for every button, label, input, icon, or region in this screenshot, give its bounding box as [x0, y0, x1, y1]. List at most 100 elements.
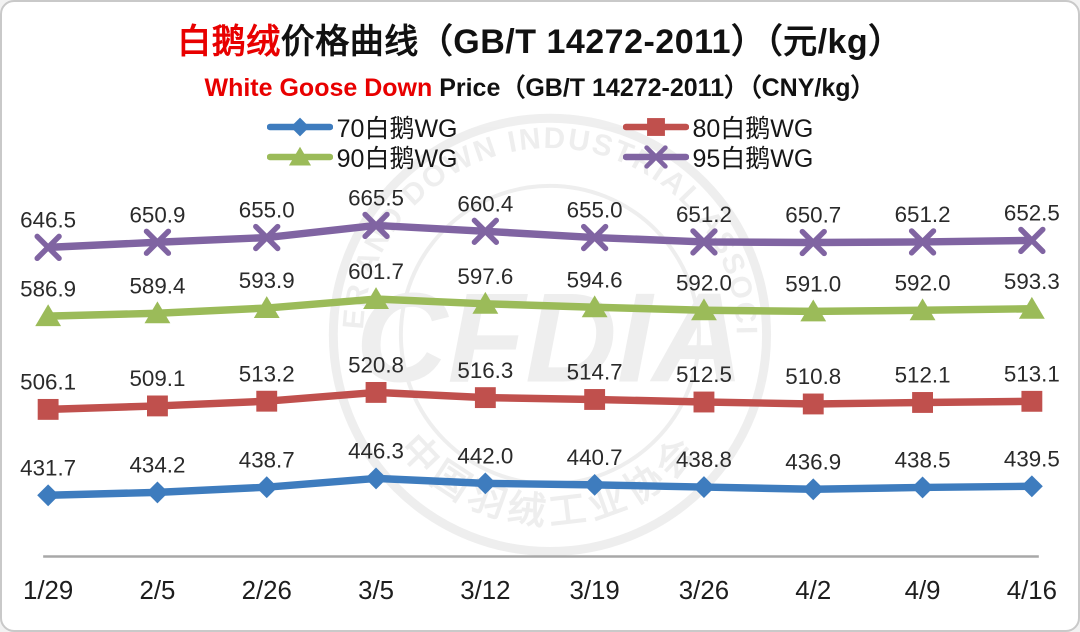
data-point-label: 586.9	[20, 276, 76, 301]
series-line	[44, 388, 1036, 414]
data-point-label: 510.8	[785, 364, 841, 389]
x-axis-label: 3/26	[679, 577, 729, 605]
x-axis-label: 2/26	[242, 577, 292, 605]
square-marker-icon	[1021, 390, 1043, 412]
data-point-label: 431.7	[20, 455, 76, 480]
square-marker-icon	[693, 391, 715, 413]
x-axis-label: 4/2	[795, 577, 831, 605]
legend-label: 70白鹅WG	[336, 114, 458, 143]
data-point-label: 593.3	[1004, 269, 1060, 294]
x-axis-label: 3/19	[570, 577, 620, 605]
x-marker-icon	[253, 223, 281, 252]
square-marker-icon	[912, 392, 933, 413]
square-marker-icon	[37, 398, 59, 420]
legend-key-icon	[622, 144, 689, 169]
diamond-marker-icon	[693, 476, 715, 499]
triangle-marker-icon	[909, 298, 936, 321]
triangle-marker-icon	[1018, 296, 1045, 319]
data-point-label: 512.1	[895, 363, 951, 388]
x-marker-icon	[143, 228, 172, 256]
x-marker-icon	[690, 228, 718, 256]
diamond-marker-icon	[37, 484, 60, 507]
data-point-label: 601.7	[348, 259, 404, 284]
data-point-label: 655.0	[239, 198, 295, 223]
legend-item-95白鹅WG: 95白鹅WG	[622, 142, 813, 173]
data-point-label: 512.5	[676, 362, 732, 387]
x-marker-icon	[799, 228, 827, 257]
data-point-label: 660.4	[457, 191, 513, 216]
triangle-marker-icon	[472, 291, 499, 314]
diamond-marker-icon	[146, 481, 169, 504]
legend-item-90白鹅WG: 90白鹅WG	[266, 142, 458, 173]
legend-item-70白鹅WG: 70白鹅WG	[266, 112, 458, 143]
data-point-label: 438.5	[895, 448, 951, 473]
x-marker-icon	[471, 217, 500, 245]
x-marker-icon	[580, 223, 609, 252]
data-point-label: 516.3	[457, 358, 513, 383]
triangle-marker-icon	[691, 298, 717, 321]
data-point-label: 591.0	[785, 272, 841, 297]
data-point-label: 650.7	[785, 203, 841, 228]
data-point-label: 592.0	[895, 270, 951, 295]
legend-label: 90白鹅WG	[336, 144, 458, 173]
data-point-label: 655.0	[567, 198, 623, 223]
data-point-label: 514.7	[567, 360, 623, 385]
square-marker-icon	[147, 395, 168, 417]
x-axis-label: 3/12	[460, 577, 510, 605]
x-marker-icon	[643, 144, 668, 169]
data-point-label: 593.9	[239, 268, 295, 293]
triangle-marker-icon	[581, 295, 608, 318]
data-point-label: 436.9	[785, 449, 841, 474]
title-rest: 价格曲线（GB/T 14272-2011）（元/kg）	[280, 23, 903, 61]
series-95白鹅WG: 646.5 650.9 655.0 665.5 660.4 655.0 651.2 650.7…	[20, 186, 1060, 262]
data-point-label: 438.7	[239, 447, 295, 472]
square-marker-icon	[584, 389, 606, 410]
x-marker-icon	[908, 228, 937, 256]
series-line	[44, 221, 1036, 252]
triangle-marker-icon	[253, 296, 280, 318]
data-point-label: 652.5	[1004, 201, 1060, 226]
data-point-label: 592.0	[676, 270, 732, 295]
triangle-marker-icon	[35, 304, 62, 327]
diamond-marker-icon	[911, 476, 934, 499]
triangle-marker-icon	[800, 299, 827, 322]
square-marker-icon	[646, 117, 665, 136]
data-point-label: 513.2	[239, 361, 295, 386]
data-point-label: 446.3	[348, 439, 404, 464]
data-point-label: 513.1	[1004, 361, 1060, 386]
data-point-label: 438.8	[676, 447, 732, 472]
data-point-label: 506.1	[20, 370, 76, 395]
legend-label: 95白鹅WG	[692, 144, 814, 173]
diamond-marker-icon	[1020, 475, 1043, 498]
data-point-label: 520.8	[348, 353, 404, 378]
diamond-marker-icon	[583, 473, 606, 496]
square-marker-icon	[474, 387, 496, 409]
data-point-label: 597.6	[457, 264, 513, 289]
subtitle-highlight: White Goose Down	[204, 74, 440, 102]
triangle-marker-icon	[363, 287, 389, 309]
diamond-marker-icon	[290, 117, 309, 136]
subtitle-rest: Price（GB/T 14272-2011）（CNY/kg）	[439, 74, 876, 102]
legend-key-icon	[266, 146, 333, 165]
x-axis-label: 4/9	[905, 577, 941, 605]
series-line	[44, 295, 1036, 320]
x-axis-label: 4/16	[1007, 577, 1057, 605]
triangle-marker-icon	[144, 301, 171, 324]
data-point-label: 594.6	[567, 267, 623, 292]
triangle-marker-icon	[288, 146, 311, 165]
data-point-label: 434.2	[129, 453, 185, 478]
series-90白鹅WG: 586.9 589.4 593.9 601.7 597.6 594.6 592.0 591.0…	[20, 259, 1060, 327]
watermark-outer-ring	[328, 113, 772, 556]
legend-key-icon	[622, 117, 689, 136]
diamond-marker-icon	[255, 476, 278, 499]
data-point-label: 440.7	[567, 445, 623, 470]
data-point-label: 651.2	[895, 202, 951, 227]
diamond-marker-icon	[474, 472, 497, 495]
square-marker-icon	[365, 381, 387, 403]
diamond-marker-icon	[802, 478, 825, 501]
diamond-marker-icon	[365, 467, 387, 490]
data-point-label: 650.9	[129, 202, 185, 227]
chart-subtitle: White Goose Down Price（GB/T 14272-2011）（…	[2, 68, 1078, 104]
x-axis-label: 1/29	[23, 577, 73, 605]
